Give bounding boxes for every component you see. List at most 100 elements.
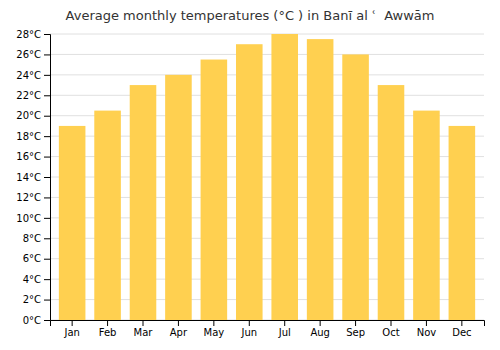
x-tick-mark: [72, 320, 73, 326]
x-tick: Dec: [452, 320, 471, 338]
bar: [413, 111, 440, 320]
y-tick-label: 10°C: [16, 213, 41, 224]
x-tick-mark: [355, 320, 356, 326]
bar: [342, 54, 369, 320]
grid: [50, 34, 484, 320]
y-tick-mark: [44, 116, 50, 117]
x-tick-label: Feb: [99, 327, 117, 338]
y-tick-mark: [44, 177, 50, 178]
y-tick-label: 12°C: [16, 192, 41, 203]
y-tick: 20°C: [16, 110, 50, 121]
x-tick: Jun: [240, 320, 257, 338]
x-tick-label: Apr: [170, 327, 188, 338]
y-tick: 0°C: [23, 315, 50, 326]
y-tick: 6°C: [23, 253, 50, 264]
x-tick: Oct: [382, 320, 399, 338]
bar: [165, 75, 192, 320]
y-tick: 16°C: [16, 151, 50, 162]
x-tick-label: Oct: [382, 327, 399, 338]
x-tick-mark: [143, 320, 144, 326]
x-tick: Jul: [278, 320, 291, 338]
bar: [94, 111, 121, 320]
x-tick-label: Nov: [417, 327, 437, 338]
y-tick-mark: [44, 157, 50, 158]
x-tick: May: [204, 320, 225, 338]
y-tick-mark: [44, 320, 50, 321]
bar: [449, 126, 476, 320]
bar: [236, 44, 263, 320]
x-tick: Sep: [346, 320, 365, 338]
grid-line: [50, 54, 484, 55]
y-tick: 18°C: [16, 131, 50, 142]
y-tick-mark: [44, 279, 50, 280]
x-tick-mark: [107, 320, 108, 326]
y-tick: 10°C: [16, 213, 50, 224]
x-tick-mark: [213, 320, 214, 326]
y-tick-label: 6°C: [23, 253, 41, 264]
x-tick-mark: [461, 320, 462, 326]
y-tick-label: 16°C: [16, 151, 41, 162]
x-axis: Jan Feb Mar Apr May Jun Jul Aug Sep Oct Nov Dec: [51, 320, 485, 338]
y-axis: 0°C 2°C 4°C 6°C 8°C 10°C 12°C 14°C 16°C 18°C 20°C 2…: [16, 29, 50, 326]
y-tick: 22°C: [16, 90, 50, 101]
chart: Average monthly temperatures (°C ) in Ba…: [0, 0, 500, 350]
grid-line: [50, 74, 484, 75]
y-tick: 24°C: [16, 70, 50, 81]
x-tick: Nov: [417, 320, 437, 338]
x-tick: Mar: [134, 320, 154, 338]
chart-container: Average monthly temperatures (°C ) in Ba…: [0, 0, 500, 350]
y-tick-label: 22°C: [16, 90, 41, 101]
x-tick-label: Dec: [452, 327, 471, 338]
y-tick-mark: [44, 218, 50, 219]
x-tick-label: Jan: [63, 327, 79, 338]
y-tick-mark: [44, 34, 50, 35]
y-tick-label: 14°C: [16, 172, 41, 183]
x-tick-label: Mar: [134, 327, 154, 338]
y-tick-label: 28°C: [16, 29, 41, 40]
x-tick-label: Sep: [346, 327, 365, 338]
x-tick: Apr: [170, 320, 188, 338]
x-tick: Jan: [63, 320, 79, 338]
x-axis-line: [51, 321, 485, 327]
bar: [201, 60, 228, 320]
y-tick-label: 26°C: [16, 49, 41, 60]
y-tick-label: 4°C: [23, 274, 41, 285]
x-tick-mark: [426, 320, 427, 326]
y-tick-label: 20°C: [16, 110, 41, 121]
y-tick-mark: [44, 238, 50, 239]
y-axis-line: [44, 35, 51, 321]
grid-line: [50, 34, 484, 35]
x-tick-label: Jul: [278, 327, 291, 338]
bar: [271, 34, 298, 320]
y-tick: 4°C: [23, 274, 50, 285]
bar: [307, 39, 334, 320]
bar: [130, 85, 157, 320]
x-tick-mark: [178, 320, 179, 326]
y-tick: 2°C: [23, 294, 50, 305]
y-tick: 26°C: [16, 49, 50, 60]
title: Average monthly temperatures (°C ) in Ba…: [66, 8, 435, 23]
grid-line: [50, 95, 484, 96]
x-tick-label: Aug: [310, 327, 330, 338]
x-tick-mark: [320, 320, 321, 326]
y-tick-label: 2°C: [23, 294, 41, 305]
y-tick-mark: [44, 54, 50, 55]
x-tick-mark: [284, 320, 285, 326]
x-tick: Feb: [99, 320, 117, 338]
x-tick: Aug: [310, 320, 330, 338]
y-tick: 28°C: [16, 29, 50, 40]
y-tick-label: 24°C: [16, 70, 41, 81]
x-tick-label: Jun: [240, 327, 257, 338]
bar: [59, 126, 86, 320]
y-tick-mark: [44, 95, 50, 96]
y-tick-label: 18°C: [16, 131, 41, 142]
bars: [59, 34, 475, 320]
y-tick-mark: [44, 75, 50, 76]
plot: Jan Feb Mar Apr May Jun Jul Aug Sep Oct Nov Dec 0°C 2…: [16, 29, 484, 338]
y-tick-mark: [44, 300, 50, 301]
y-tick-mark: [44, 136, 50, 137]
x-tick-label: May: [204, 327, 225, 338]
x-tick-mark: [391, 320, 392, 326]
y-tick-label: 8°C: [23, 233, 41, 244]
y-tick-mark: [44, 197, 50, 198]
